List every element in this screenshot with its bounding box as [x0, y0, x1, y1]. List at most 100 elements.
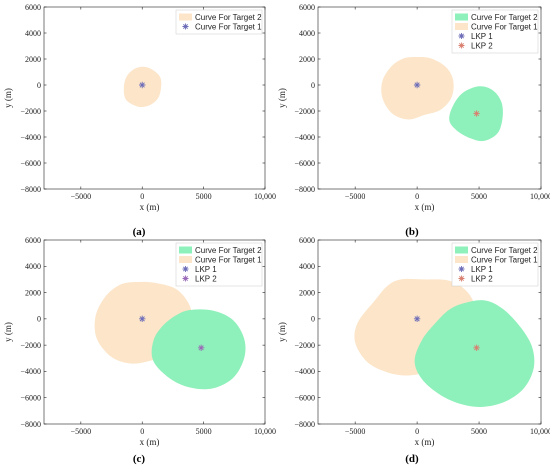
- y-tick-label: −6000: [20, 159, 41, 168]
- legend-label: Curve For Target 1: [195, 22, 262, 31]
- y-tick-label: 4000: [299, 29, 315, 38]
- legend-swatch: [179, 246, 192, 254]
- y-axis-label: y (m): [3, 322, 13, 342]
- y-tick-label: −2000: [294, 341, 315, 350]
- x-axis-label: x (m): [415, 437, 435, 447]
- y-tick-label: 0: [311, 81, 315, 90]
- marker-lkp-2: [473, 110, 480, 117]
- x-tick-label: 10,000: [530, 192, 550, 201]
- legend-swatch: [455, 13, 468, 21]
- y-tick-label: 4000: [25, 262, 41, 271]
- legend-swatch: [455, 246, 468, 254]
- y-tick-label: −4000: [294, 367, 315, 376]
- marker-lkp-2: [197, 344, 205, 351]
- legend-label: Curve For Target 2: [471, 246, 538, 255]
- chart-panel: −5000 0 5000 10,000 6000 4000 2000 0 −2000 −4000 −…: [277, 236, 550, 465]
- y-tick-label: −4000: [294, 133, 315, 142]
- y-axis-label: y (m): [3, 88, 13, 108]
- region-curve-for-target-2: [151, 309, 246, 390]
- x-tick-label: 10,000: [530, 427, 550, 436]
- y-tick-label: −2000: [294, 107, 315, 116]
- x-axis-label: x (m): [415, 202, 435, 212]
- y-tick-label: −8000: [20, 185, 41, 194]
- y-tick-label: −4000: [20, 133, 41, 142]
- legend-marker: [182, 266, 189, 272]
- y-tick-label: 6000: [25, 236, 41, 245]
- legend-label: Curve For Target 1: [195, 255, 262, 264]
- y-tick-label: 4000: [299, 262, 315, 271]
- marker-lkp-1: [139, 81, 146, 89]
- x-tick-label: 10,000: [254, 427, 276, 436]
- plot-frame: [43, 239, 266, 425]
- y-tick-label: 2000: [299, 288, 315, 297]
- x-tick-label: 5000: [196, 192, 212, 201]
- y-axis-label: y (m): [277, 322, 287, 342]
- y-tick-label: 2000: [299, 55, 315, 64]
- legend-marker: [182, 275, 189, 282]
- x-tick-label: 0: [415, 427, 419, 436]
- y-tick-label: −2000: [20, 341, 41, 350]
- x-axis-label: x (m): [140, 202, 160, 212]
- y-tick-label: −8000: [20, 420, 41, 429]
- legend-label: LKP 1: [195, 265, 217, 274]
- chart-panel: −5000 0 5000 10,000 6000 4000 2000 0 −2000 −4000 −…: [3, 3, 276, 238]
- legend-marker: [458, 266, 465, 272]
- x-tick-label: −5000: [71, 192, 92, 201]
- panel-caption: (c): [133, 453, 146, 465]
- y-axis-label: y (m): [277, 88, 287, 108]
- y-tick-label: −8000: [294, 420, 315, 429]
- y-tick-label: 2000: [25, 288, 41, 297]
- y-tick-label: 6000: [299, 236, 315, 245]
- legend-marker: [182, 23, 189, 30]
- region-curve-for-target-1: [381, 56, 454, 120]
- y-tick-label: 0: [37, 315, 41, 324]
- legend-label: LKP 1: [471, 32, 493, 41]
- legend-label: LKP 2: [471, 41, 493, 50]
- y-tick-label: 4000: [25, 29, 41, 38]
- legend-label: Curve For Target 2: [195, 246, 262, 255]
- legend-box: [451, 242, 539, 287]
- legend-marker: [458, 275, 465, 282]
- marker-lkp-1: [413, 315, 421, 323]
- legend-label: Curve For Target 2: [471, 13, 538, 22]
- legend-label: Curve For Target 1: [471, 22, 538, 31]
- x-tick-label: 0: [140, 192, 144, 201]
- x-tick-label: −5000: [345, 427, 366, 436]
- panel-caption: (b): [405, 226, 419, 238]
- x-tick-label: 10,000: [254, 192, 276, 201]
- legend-label: LKP 2: [471, 274, 493, 283]
- plot-frame: [317, 6, 542, 190]
- region-curve-for-target-2: [414, 300, 535, 408]
- plot-frame: [317, 239, 542, 425]
- x-tick-label: 5000: [471, 192, 487, 201]
- y-tick-label: 2000: [25, 55, 41, 64]
- panel-caption: (a): [133, 226, 146, 238]
- legend-swatch: [179, 256, 192, 263]
- x-tick-label: 0: [415, 192, 419, 201]
- legend-swatch: [455, 256, 468, 263]
- y-tick-label: −6000: [20, 394, 41, 403]
- x-tick-label: 5000: [196, 427, 212, 436]
- chart-panel: −5000 0 5000 10,000 6000 4000 2000 0 −2000 −4000 −…: [3, 236, 276, 465]
- legend-marker: [458, 33, 465, 39]
- y-tick-label: 0: [311, 315, 315, 324]
- y-tick-label: −4000: [20, 367, 41, 376]
- legend-label: Curve For Target 1: [471, 255, 538, 264]
- x-tick-label: −5000: [71, 427, 92, 436]
- legend-label: LKP 2: [195, 274, 217, 283]
- legend-marker: [458, 42, 465, 49]
- x-axis-label: x (m): [140, 437, 160, 447]
- y-tick-label: −2000: [20, 107, 41, 116]
- x-tick-label: 5000: [471, 427, 487, 436]
- marker-lkp-1: [139, 315, 146, 323]
- y-tick-label: −8000: [294, 185, 315, 194]
- legend-label: LKP 1: [471, 265, 493, 274]
- y-tick-label: −6000: [294, 394, 315, 403]
- legend-label: Curve For Target 2: [195, 13, 262, 22]
- y-tick-label: −6000: [294, 159, 315, 168]
